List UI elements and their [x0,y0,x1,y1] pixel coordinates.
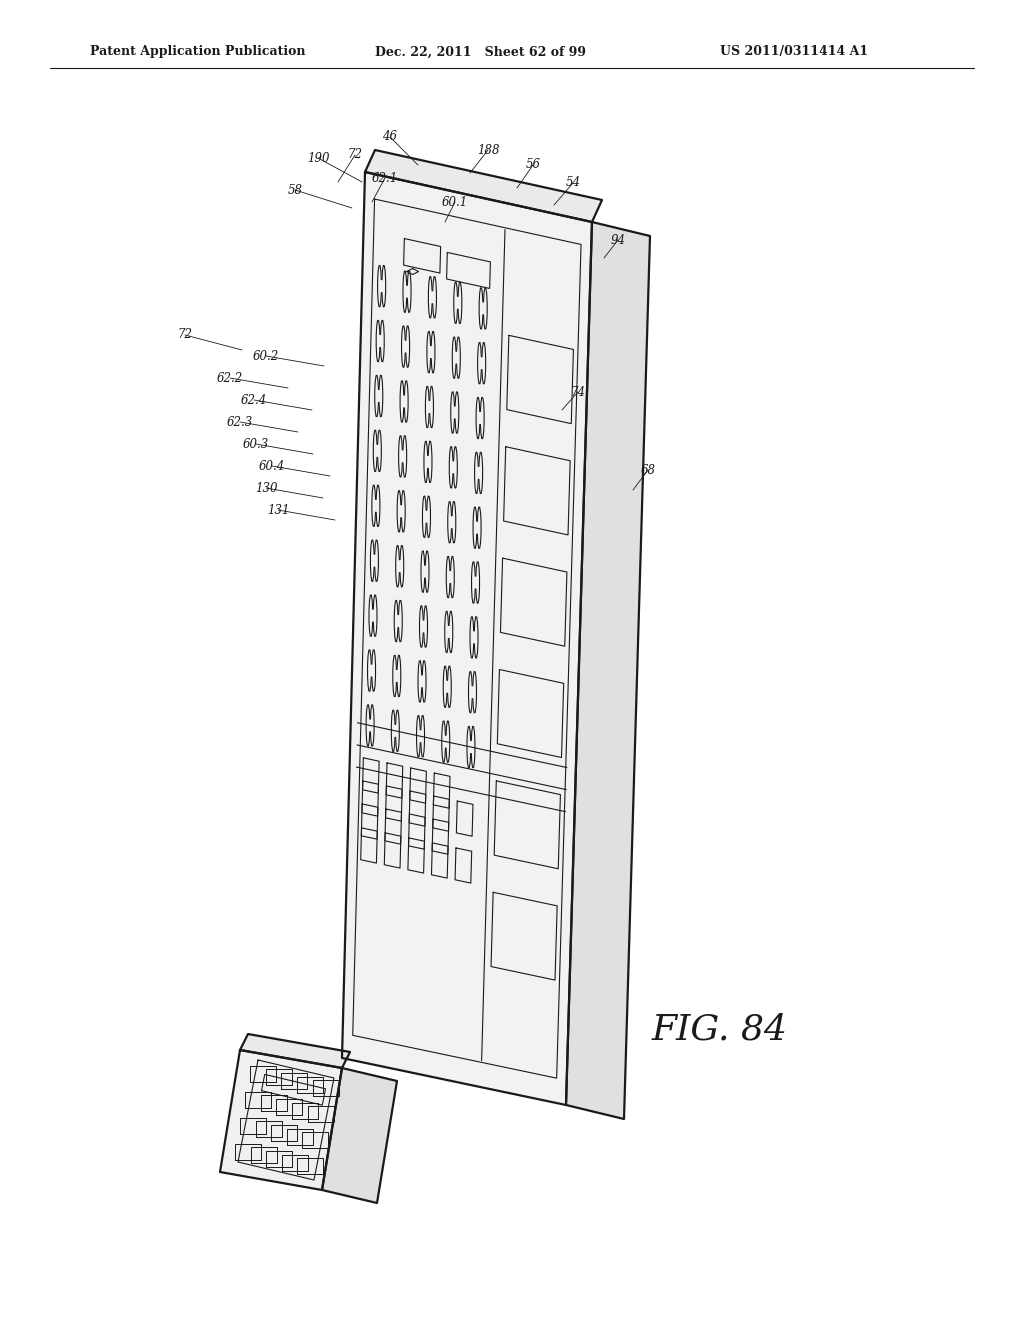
Polygon shape [220,1049,342,1191]
Text: 60.4: 60.4 [259,459,285,473]
Text: 56: 56 [525,158,541,172]
Polygon shape [342,172,592,1105]
Text: 62.1: 62.1 [372,172,398,185]
Text: Patent Application Publication: Patent Application Publication [90,45,305,58]
Text: Dec. 22, 2011   Sheet 62 of 99: Dec. 22, 2011 Sheet 62 of 99 [375,45,586,58]
Text: 62.3: 62.3 [227,416,253,429]
Text: 72: 72 [347,149,362,161]
Text: 54: 54 [565,177,581,190]
Text: US 2011/0311414 A1: US 2011/0311414 A1 [720,45,868,58]
Text: 46: 46 [383,131,397,144]
Text: 94: 94 [610,234,626,247]
Polygon shape [240,1034,350,1068]
Text: 62.4: 62.4 [241,393,267,407]
Text: 68: 68 [640,463,655,477]
Text: 188: 188 [477,144,500,157]
Text: 74: 74 [570,385,586,399]
Polygon shape [566,222,650,1119]
Text: 58: 58 [288,183,302,197]
Text: 190: 190 [307,152,330,165]
Text: FIG. 84: FIG. 84 [652,1012,788,1047]
Text: 72: 72 [177,329,193,342]
Polygon shape [365,150,602,222]
Text: 60.1: 60.1 [442,195,468,209]
Text: 60.3: 60.3 [243,437,269,450]
Polygon shape [322,1068,397,1203]
Text: 60.2: 60.2 [253,350,280,363]
Text: 130: 130 [255,482,278,495]
Text: 62.2: 62.2 [217,371,243,384]
Text: 131: 131 [266,503,289,516]
